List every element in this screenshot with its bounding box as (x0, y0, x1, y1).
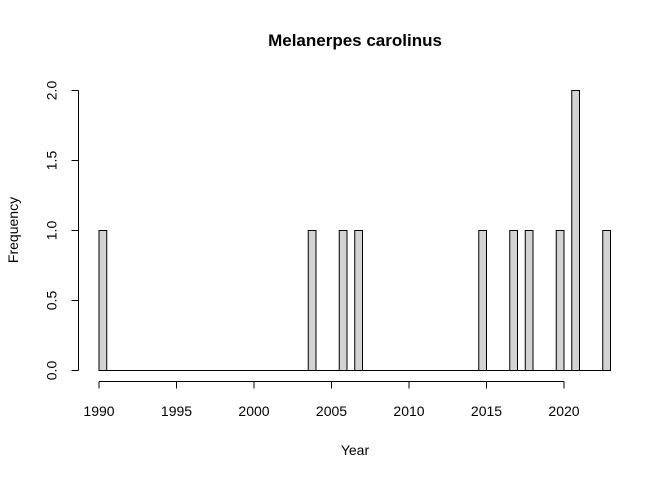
bar-0 (98, 230, 108, 371)
x-tick-label-6: 2020 (548, 403, 579, 419)
y-axis-label: Frequency (5, 197, 21, 263)
x-tick-label-0: 1990 (83, 403, 114, 419)
bar-3 (354, 230, 363, 371)
bar-1 (307, 230, 317, 371)
y-axis: 0.0 0.5 1.0 1.5 2.0 (44, 81, 79, 381)
bar-6 (524, 230, 534, 371)
bar-8 (571, 90, 580, 371)
x-tick-label-3: 2005 (316, 403, 347, 419)
bars-group (98, 90, 611, 371)
bar-5 (509, 230, 518, 371)
y-tick-label-2: 1.0 (44, 221, 60, 241)
y-tick-label-1: 0.5 (44, 291, 60, 311)
bar-9 (602, 230, 611, 371)
bar-4 (478, 230, 487, 371)
x-tick-label-4: 2010 (393, 403, 424, 419)
bar-2 (338, 230, 348, 371)
x-axis: 1990 1995 2000 2005 2010 2015 2020 (83, 381, 580, 419)
y-tick-label-4: 2.0 (44, 81, 60, 101)
x-axis-label: Year (341, 442, 370, 458)
bar-7 (555, 230, 565, 371)
chart-title: Melanerpes carolinus (268, 31, 442, 50)
y-tick-label-3: 1.5 (44, 151, 60, 171)
y-tick-label-0: 0.0 (44, 361, 60, 381)
x-tick-label-1: 1995 (161, 403, 192, 419)
x-tick-label-2: 2000 (238, 403, 269, 419)
x-tick-label-5: 2015 (471, 403, 502, 419)
